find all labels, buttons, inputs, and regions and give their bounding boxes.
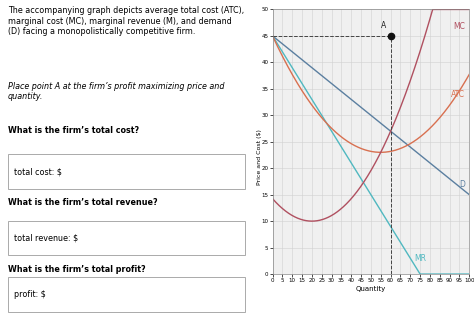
Text: Price and Cost ($): Price and Cost ($) xyxy=(256,129,262,186)
FancyBboxPatch shape xyxy=(8,154,245,189)
Text: What is the firm’s total revenue?: What is the firm’s total revenue? xyxy=(8,198,157,208)
Text: What is the firm’s total profit?: What is the firm’s total profit? xyxy=(8,265,146,274)
Text: A: A xyxy=(382,20,387,30)
Text: Place point A at the firm’s profit maximizing price and
quantity.: Place point A at the firm’s profit maxim… xyxy=(8,82,224,101)
FancyBboxPatch shape xyxy=(8,220,245,255)
Text: D: D xyxy=(459,180,465,189)
Text: ATC: ATC xyxy=(451,90,465,99)
Text: MC: MC xyxy=(454,22,465,31)
Text: MR: MR xyxy=(414,255,426,263)
Text: What is the firm’s total cost?: What is the firm’s total cost? xyxy=(8,126,139,135)
Text: total cost: $: total cost: $ xyxy=(15,167,63,176)
X-axis label: Quantity: Quantity xyxy=(356,286,386,292)
Text: The accompanying graph depicts average total cost (ATC),
marginal cost (MC), mar: The accompanying graph depicts average t… xyxy=(8,6,244,36)
Text: total revenue: $: total revenue: $ xyxy=(15,233,79,242)
Text: profit: $: profit: $ xyxy=(15,290,46,299)
FancyBboxPatch shape xyxy=(8,277,245,312)
